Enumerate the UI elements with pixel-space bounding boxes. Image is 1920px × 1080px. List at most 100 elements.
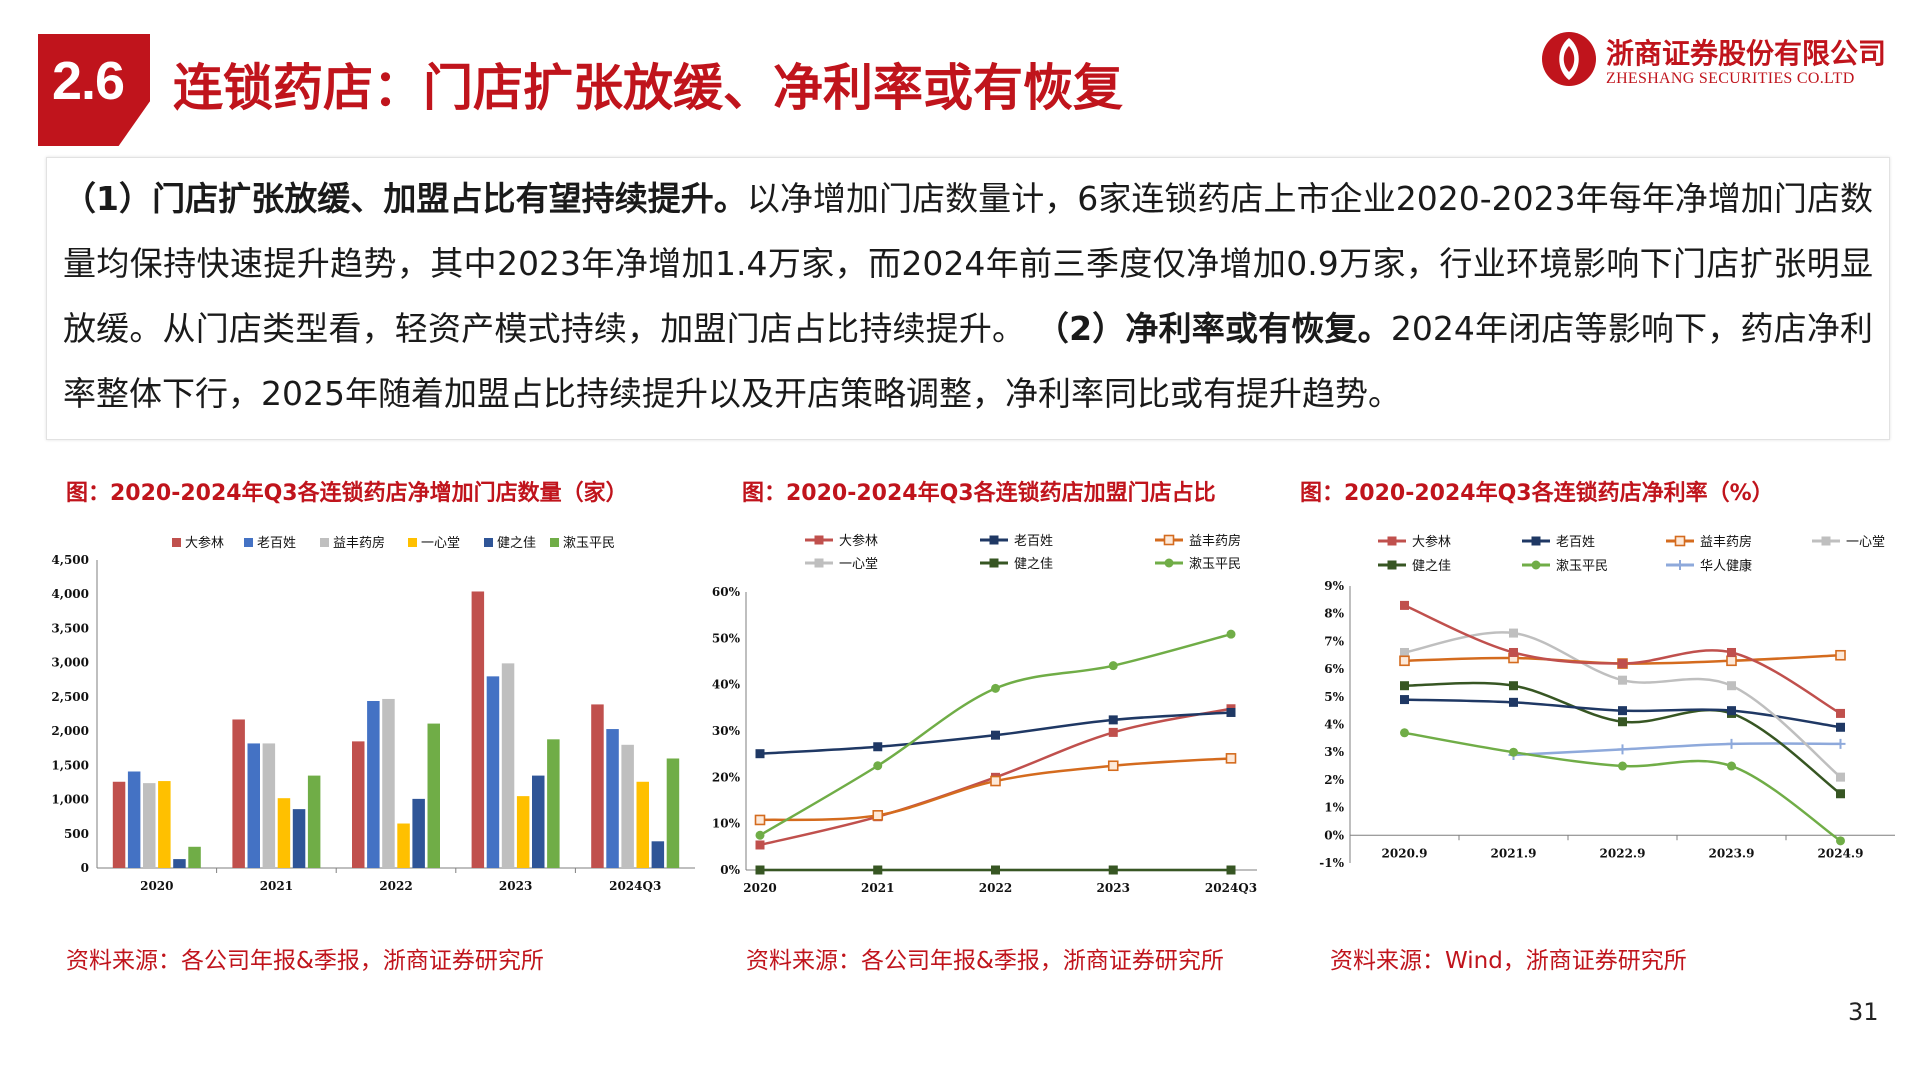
legend-item: 大参林 [805, 533, 878, 549]
bar [547, 739, 560, 868]
y-tick-label: 500 [64, 827, 89, 841]
legend-label: 老百姓 [1556, 535, 1595, 550]
company-name-en: ZHESHANG SECURITIES CO.LTD [1606, 70, 1855, 87]
y-tick-label: 8% [1324, 607, 1344, 621]
y-tick-label: 0% [1324, 828, 1344, 842]
legend-item: 大参林 [1378, 534, 1451, 550]
y-tick-label: 2,000 [51, 724, 89, 738]
x-tick-label: 2021.9 [1491, 846, 1537, 860]
store-growth-bar-chart: 大参林 老百姓 益丰药房 一心堂 健之佳 漱玉平民 0 500 1,000 1,500 2,000 2… [51, 535, 695, 893]
legend-marker [989, 558, 999, 568]
legend-label: 一心堂 [421, 536, 460, 551]
data-point [1108, 661, 1118, 671]
data-point [1618, 706, 1627, 716]
data-point [1727, 706, 1736, 716]
bar [232, 719, 245, 868]
bar [412, 798, 425, 868]
data-point [1618, 717, 1627, 727]
y-tick-label: 7% [1324, 634, 1344, 648]
data-point [1727, 647, 1736, 657]
legend-swatch [484, 538, 493, 547]
bar [397, 823, 410, 868]
data-point [1399, 655, 1410, 667]
legend-swatch [320, 538, 329, 547]
bar [188, 846, 201, 868]
y-tick-label: 3,500 [51, 621, 89, 635]
y-tick-label: 20% [712, 770, 741, 784]
bar [501, 663, 515, 868]
legend-label: 益丰药房 [333, 535, 385, 551]
legend-label: 一心堂 [839, 557, 878, 572]
legend-swatch [172, 538, 181, 547]
chart-2-title: 图：2020-2024年Q3各连锁药店加盟门店占比 [742, 481, 1216, 506]
data-point [990, 775, 1001, 787]
bar [158, 781, 171, 868]
series-path [1404, 631, 1842, 779]
section-badge [38, 34, 150, 146]
legend-item: 一心堂 [1812, 535, 1885, 550]
section-number: 2.6 [52, 51, 125, 111]
y-tick-label: 3% [1324, 745, 1344, 759]
chart-1-source: 资料来源：各公司年报&季报，浙商证券研究所 [66, 948, 544, 974]
bar [591, 704, 604, 868]
legend-item: 一心堂 [408, 536, 460, 551]
series-path [1513, 742, 1841, 757]
data-point [1835, 649, 1846, 661]
legend-item: 益丰药房 [1666, 534, 1752, 550]
series-line [754, 753, 1237, 826]
y-tick-label: 60% [712, 585, 741, 599]
legend-marker [989, 535, 999, 545]
data-point [755, 830, 765, 840]
bar [247, 743, 260, 868]
data-point [991, 730, 1000, 740]
legend-item: 老百姓 [244, 536, 296, 551]
data-point [1226, 865, 1236, 875]
data-point [873, 865, 883, 875]
legend-item: 健之佳 [980, 557, 1053, 572]
x-tick-label: 2023.9 [1709, 846, 1755, 860]
series-line [755, 707, 1236, 759]
legend-label: 漱玉平民 [563, 536, 615, 551]
point-1-heading: （1）门店扩张放缓、加盟占比有望持续提升。 [63, 179, 747, 218]
legend-marker [1821, 536, 1831, 546]
y-tick-label: 1,500 [51, 758, 89, 772]
net-margin-line-chart: -1% 0% 1% 2% 3% 4% 5% 6% 7% 8% 9% 2020.9 2021.9 2022.… [1319, 534, 1895, 870]
legend-item: 益丰药房 [320, 535, 385, 551]
legend-label: 大参林 [839, 533, 878, 549]
data-point [1836, 772, 1845, 782]
y-tick-label: 2,500 [51, 690, 89, 704]
bar [143, 783, 156, 868]
legend-label: 健之佳 [1014, 557, 1053, 572]
y-tick-label: -1% [1319, 856, 1344, 870]
data-point [1727, 681, 1736, 691]
data-point [755, 865, 765, 875]
bar [127, 771, 141, 868]
y-tick-label: 4% [1324, 718, 1344, 732]
data-point [872, 810, 884, 821]
data-point [1836, 836, 1845, 846]
data-point [1726, 738, 1737, 749]
series-path [759, 757, 1232, 822]
x-tick-label: 2022 [379, 879, 412, 893]
legend-marker [1164, 558, 1174, 568]
data-point [1108, 865, 1118, 875]
x-tick-label: 2024Q3 [1205, 881, 1257, 895]
legend-label: 益丰药房 [1700, 534, 1752, 550]
y-tick-label: 9% [1324, 579, 1344, 593]
x-tick-label: 2023 [1097, 881, 1130, 895]
series-line [1400, 728, 1845, 846]
legend-marker [1675, 560, 1685, 570]
legend-marker [1531, 560, 1541, 570]
series-line [1400, 681, 1845, 799]
legend-item: 大参林 [172, 535, 224, 551]
chart-1-title: 图：2020-2024年Q3各连锁药店净增加门店数量（家） [66, 481, 628, 506]
data-point [1618, 761, 1627, 771]
legend-item: 健之佳 [484, 536, 536, 551]
data-point [1400, 647, 1409, 657]
summary-paragraph: （1）门店扩张放缓、加盟占比有望持续提升。以净增加门店数量计，6家连锁药店上市企… [63, 166, 1873, 426]
legend-label: 大参林 [1412, 534, 1451, 550]
y-tick-label: 6% [1324, 662, 1344, 676]
zheshang-logo-icon [1542, 32, 1596, 86]
bar [666, 758, 680, 868]
data-point [1107, 760, 1119, 772]
